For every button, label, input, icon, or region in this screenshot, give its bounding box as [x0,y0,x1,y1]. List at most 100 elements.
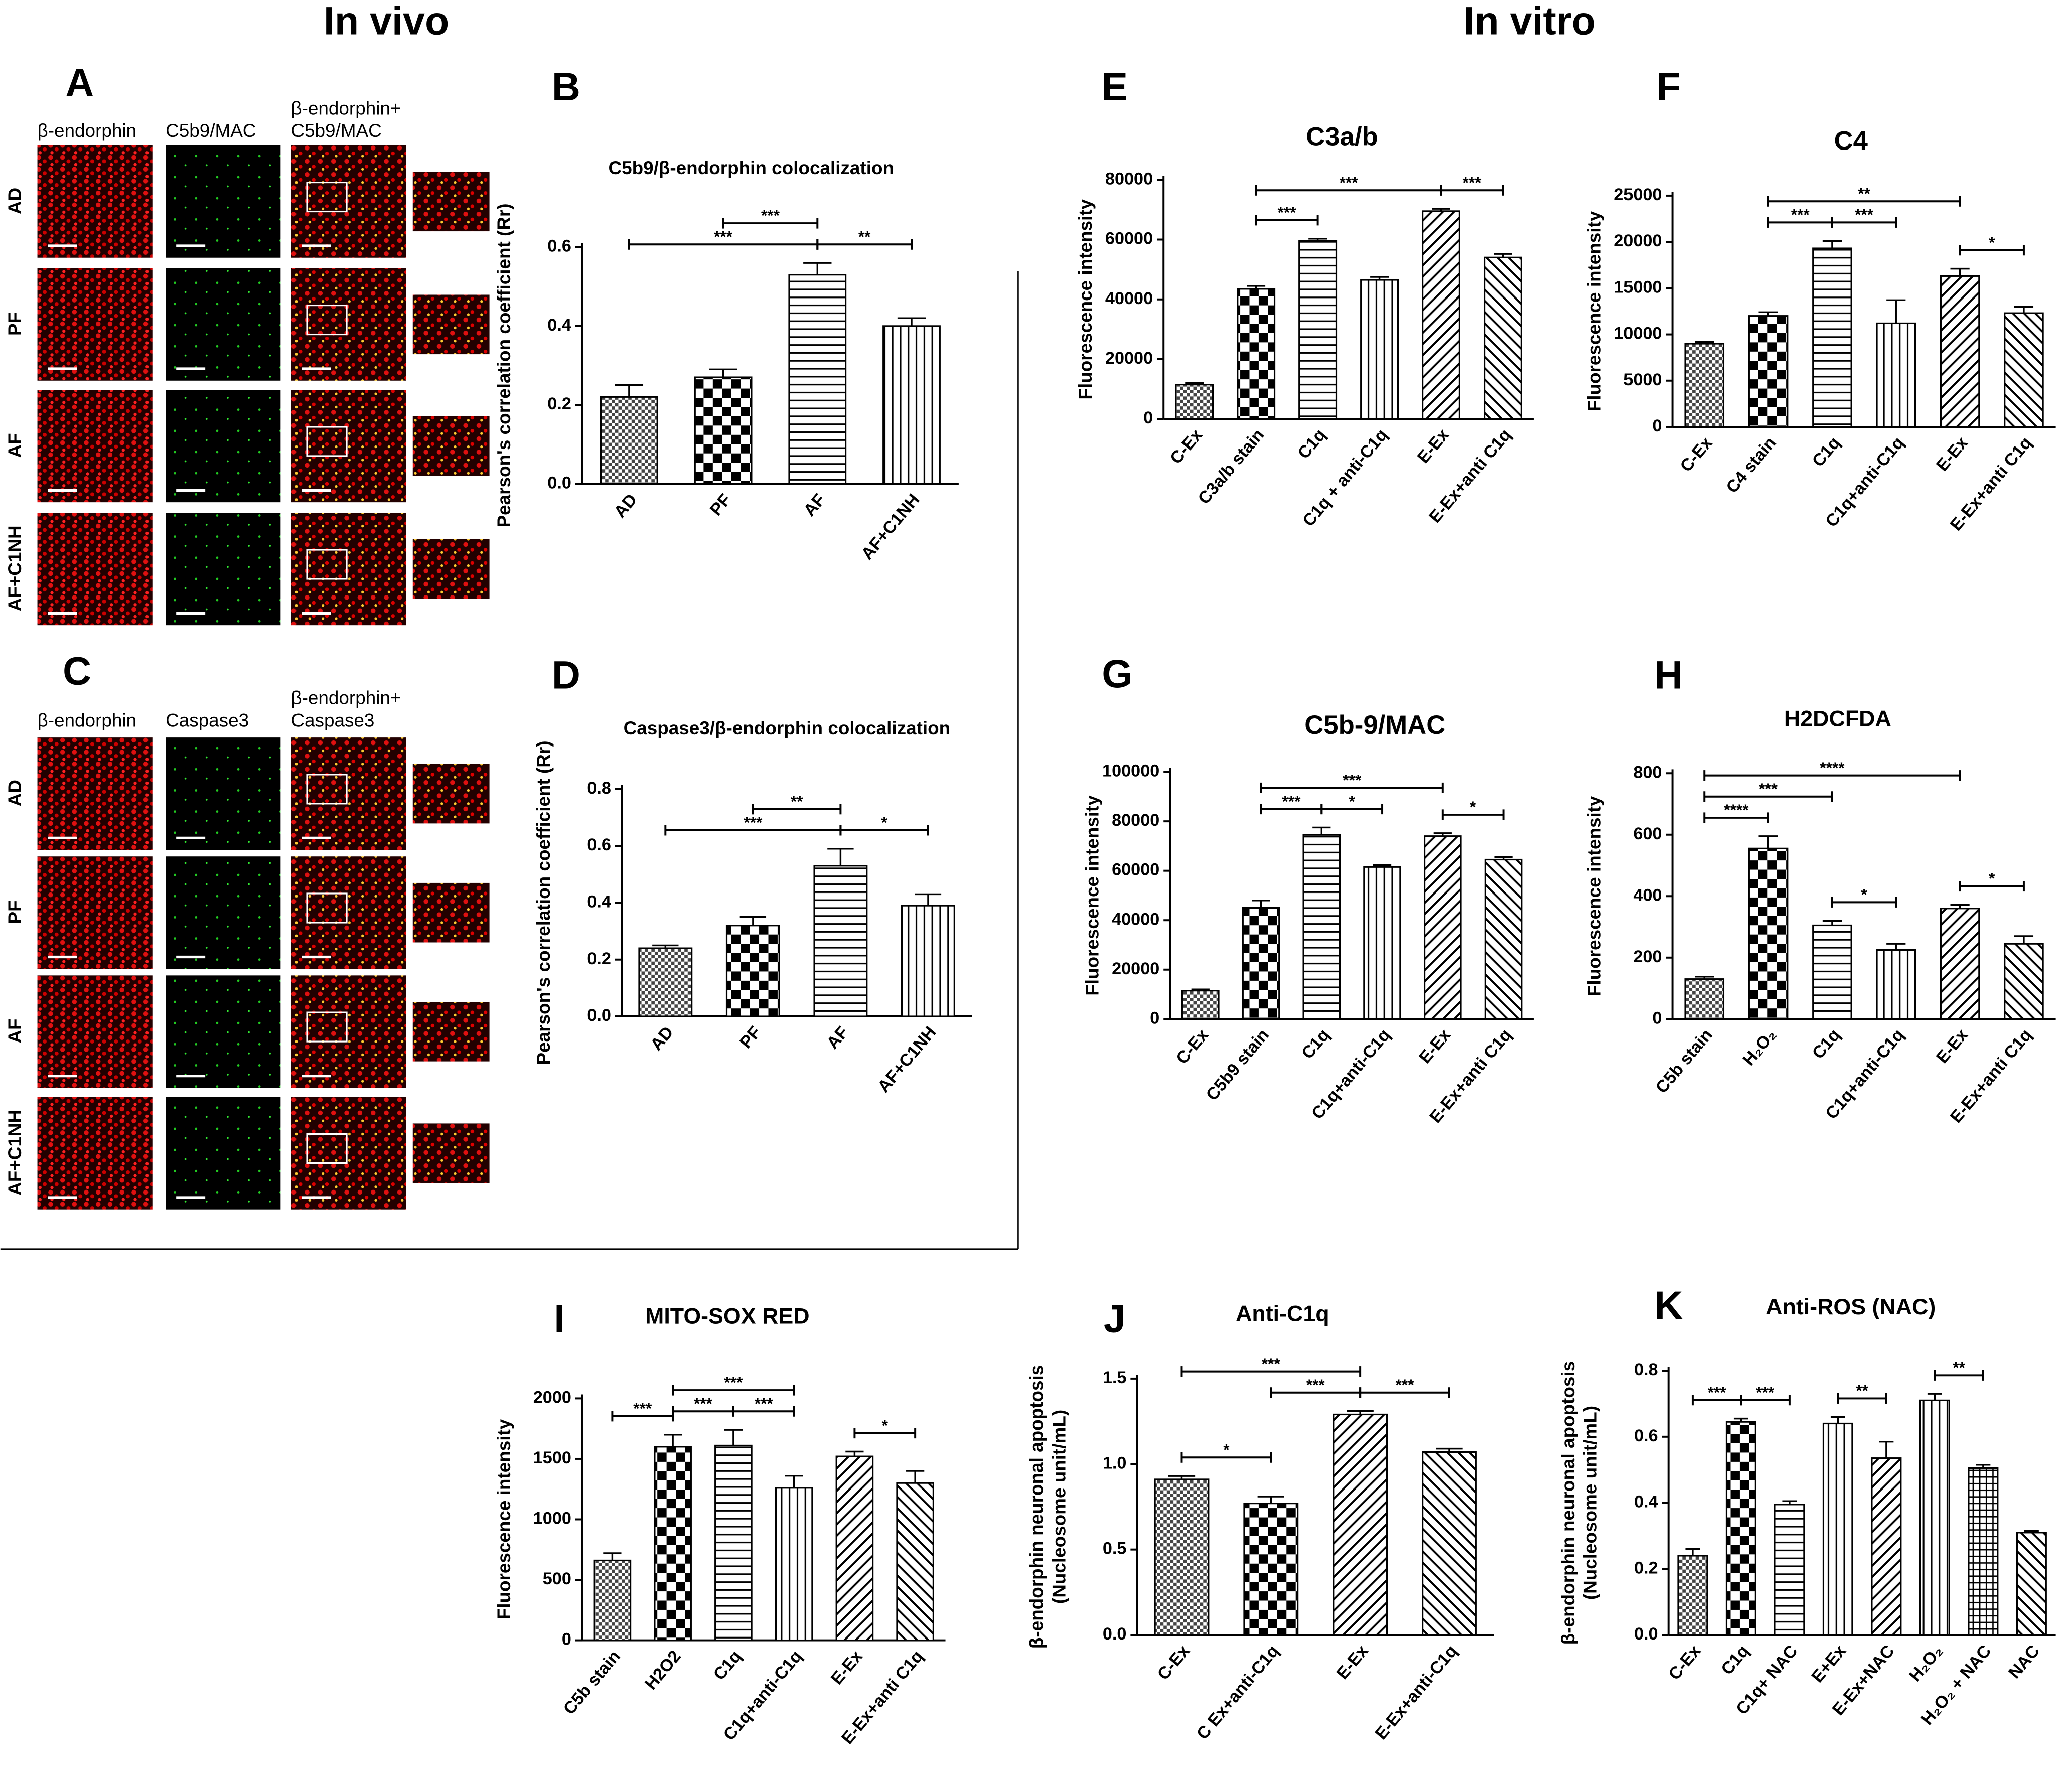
inset-box [306,181,348,213]
significance: **** [1820,759,1845,777]
significance: * [1349,792,1356,810]
micrograph [291,975,406,1088]
micrograph [166,390,281,503]
panel-letter: B [552,64,580,109]
bar [654,1446,692,1642]
micrograph [291,737,406,850]
bar [1812,924,1852,1020]
significance: * [1470,798,1476,816]
column-header: Caspase3 [291,710,374,730]
micrograph [291,513,406,626]
y-axis-label: β-endorphin neuronal apoptosis [1558,1361,1578,1645]
significance: *** [1708,1383,1727,1401]
significance: *** [1340,173,1359,191]
chart-title: C4 [1834,126,1868,156]
x-tick-label: AF+C1NH [857,490,923,563]
bar [1423,835,1462,1020]
y-axis-label: Pearson's correlation coefficient (Rr) [494,203,514,527]
column-header: Caspase3 [166,710,249,730]
bar [1876,949,1916,1020]
y-axis-label: Pearson's correlation coefficient (Rr) [533,740,554,1065]
bar [725,925,780,1017]
zoom-inset [412,416,490,476]
y-tick-label: 60000 [1112,860,1159,879]
bar [1302,834,1341,1020]
bar [2016,1532,2047,1636]
inset-box [306,426,348,457]
x-tick-label: C5b stain [560,1647,624,1718]
bar [775,1487,813,1642]
significance: ** [1858,184,1870,202]
x-tick-label: C5b9 stain [1203,1025,1273,1104]
micrograph [37,737,153,850]
significance: ** [858,227,871,245]
chart-title: C5b9/β-endorphin colocalization [608,158,894,178]
chart-title: C3a/b [1306,122,1378,152]
chart-title: Caspase3/β-endorphin colocalization [624,718,951,738]
x-tick-label: C-Ex [1665,1642,1704,1684]
row-label: AF [5,433,25,458]
x-tick-label: E-Ex [1415,1025,1454,1067]
y-tick-label: 0.0 [1634,1624,1658,1644]
column-header: C5b9/MAC [291,120,381,141]
significance: * [881,813,888,831]
row-label: AD [5,188,25,214]
bar [1876,322,1916,428]
bar [1812,247,1852,428]
y-tick-label: 0 [1652,416,1662,435]
y-axis-label: β-endorphin neuronal apoptosis [1026,1365,1047,1649]
y-tick-label: 0.0 [547,473,571,492]
x-tick-label: AF [800,490,829,520]
x-tick-label: C1q [1809,1025,1844,1063]
micrograph [166,856,281,969]
significance: * [882,1416,889,1434]
row-label: PF [5,312,25,336]
micrograph [291,856,406,969]
x-tick-label: AF [823,1023,852,1053]
heading: In vitro [1463,0,1595,43]
significance: * [1989,869,1995,887]
micrograph [166,1097,281,1210]
bar [714,1444,753,1642]
micrograph [37,513,153,626]
inset-box [306,774,348,805]
y-tick-label: 40000 [1105,289,1153,308]
significance: *** [1306,1376,1325,1394]
y-tick-label: 60000 [1105,229,1153,248]
micrograph [37,1097,153,1210]
x-tick-label: AD [611,490,641,521]
significance: **** [1724,801,1749,819]
micrograph [37,390,153,503]
bar [813,865,868,1017]
x-tick-label: C4 stain [1722,433,1780,497]
y-tick-label: 0.6 [1634,1426,1658,1445]
bar [1677,1555,1708,1636]
panel-letter: G [1102,651,1132,696]
significance: ** [1856,1382,1868,1400]
y-tick-label: 25000 [1614,185,1662,204]
y-tick-label: 200 [1633,947,1662,966]
row-label: AF+C1NH [5,1110,25,1196]
x-tick-label: NAC [2005,1642,2043,1682]
bar [1684,978,1725,1020]
y-tick-label: 0.2 [587,949,611,968]
y-axis-label: Fluorescence intensity [1082,795,1102,996]
bar [1940,275,1980,428]
significance: ** [791,792,803,810]
bar [1243,1503,1299,1636]
y-tick-label: 0.0 [587,1006,611,1025]
bar [1422,210,1460,420]
column-header: β-endorphin+ [291,98,401,118]
y-tick-label: 0.2 [1634,1558,1658,1577]
y-tick-label: 5000 [1623,370,1662,389]
y-tick-label: 0.4 [587,892,611,911]
y-tick-label: 80000 [1112,811,1159,830]
micrograph [166,975,281,1088]
y-tick-label: 20000 [1112,959,1159,978]
micrograph [37,145,153,258]
micrograph [166,513,281,626]
micrograph [166,145,281,258]
y-axis-label: Fluorescence intensity [1075,199,1096,399]
y-tick-label: 0 [562,1630,571,1649]
